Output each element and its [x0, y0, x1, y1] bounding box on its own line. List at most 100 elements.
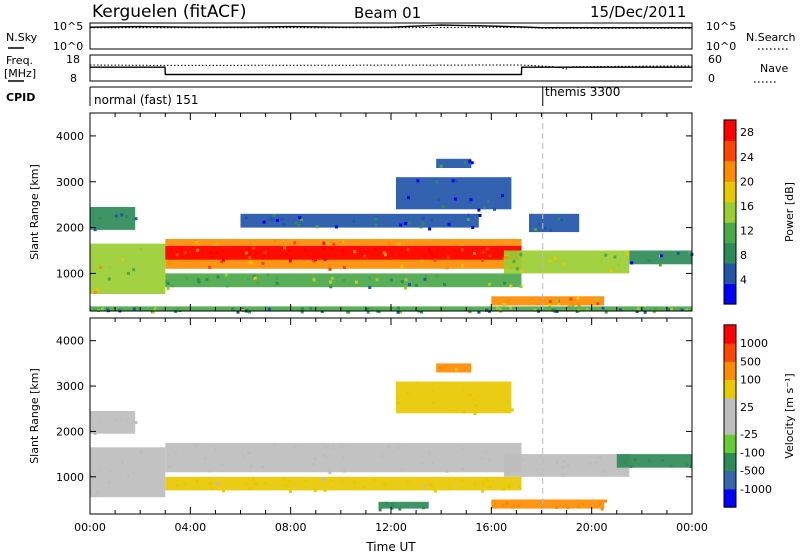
- heatmap-speckle: [288, 480, 292, 483]
- colorbar-tick-label: 16: [740, 200, 754, 213]
- heatmap-speckle: [99, 266, 103, 269]
- heatmap-speckle: [303, 248, 307, 252]
- heatmap-speckle: [293, 445, 297, 448]
- heatmap-speckle: [303, 479, 307, 483]
- heatmap-speckle: [93, 228, 97, 232]
- heatmap-speckle: [320, 310, 324, 314]
- heatmap-region: [616, 454, 693, 468]
- heatmap-speckle: [300, 310, 304, 314]
- heatmap-speckle: [322, 241, 326, 245]
- heatmap-speckle: [248, 256, 252, 260]
- heatmap-speckle: [254, 482, 258, 486]
- heatmap-speckle: [431, 461, 435, 465]
- noise-series-layer: [89, 24, 692, 29]
- heatmap-speckle: [519, 502, 523, 506]
- heatmap-speckle: [204, 456, 208, 460]
- heatmap-speckle: [481, 481, 485, 485]
- heatmap-speckle: [139, 247, 143, 251]
- heatmap-speckle: [676, 251, 680, 255]
- heatmap-speckle: [647, 459, 651, 463]
- heatmap-speckle: [468, 393, 472, 397]
- heatmap-speckle: [323, 488, 327, 492]
- heatmap-speckle: [215, 251, 219, 255]
- heatmap-speckle: [404, 278, 408, 282]
- y-tick-label: 2000: [56, 425, 84, 438]
- heatmap-speckle: [240, 307, 244, 311]
- y-tick-label: 4000: [56, 130, 84, 143]
- heatmap-speckle: [422, 506, 425, 510]
- heatmap-speckle: [670, 307, 673, 311]
- heatmap-speckle: [643, 310, 647, 314]
- heatmap-speckle: [485, 478, 489, 482]
- heatmap-speckle: [423, 277, 427, 281]
- colorbar-segment: [724, 379, 736, 399]
- heatmap-speckle: [430, 218, 434, 222]
- freq-right-label: Nave: [760, 62, 788, 75]
- frequency-panel: Freq. [MHz] 18 8 60 0 Nave: [4, 53, 788, 85]
- heatmap-speckle: [168, 261, 172, 265]
- heatmap-speckle: [420, 310, 424, 314]
- colorbar-segment: [724, 242, 736, 264]
- heatmap-speckle: [548, 259, 552, 263]
- heatmap-speckle: [493, 207, 496, 211]
- heatmap-speckle: [309, 306, 313, 310]
- heatmap-region: [396, 381, 512, 414]
- heatmap-speckle: [107, 480, 111, 484]
- heatmap-speckle: [604, 499, 607, 503]
- heatmap-speckle: [99, 469, 103, 473]
- heatmap-speckle: [548, 303, 552, 307]
- heatmap-speckle: [477, 310, 481, 314]
- heatmap-speckle: [390, 503, 394, 507]
- heatmap-speckle: [555, 299, 559, 302]
- heatmap-speckle: [108, 469, 112, 473]
- heatmap-speckle: [629, 464, 633, 468]
- freq-left-tick-bottom: 8: [70, 72, 77, 85]
- heatmap-speckle: [488, 254, 492, 258]
- noise-panel: N.Sky 10^5 10^0 10^5 10^0 N.Search: [6, 20, 796, 53]
- velocity-panel: 1000 2000 3000 4000 00:00 04:00 08:00 12:00 16:0…: [28, 317, 796, 534]
- heatmap-speckle: [533, 228, 537, 232]
- heatmap-speckle: [433, 258, 437, 262]
- heatmap-speckle: [561, 473, 565, 477]
- heatmap-speckle: [519, 253, 523, 257]
- power-heatmap-layer: [90, 113, 694, 314]
- heatmap-speckle: [166, 286, 170, 290]
- heatmap-speckle: [389, 278, 393, 282]
- heatmap-speckle: [595, 297, 599, 301]
- heatmap-speckle: [108, 266, 112, 269]
- heatmap-speckle: [362, 254, 366, 258]
- heatmap-speckle: [481, 259, 485, 262]
- heatmap-speckle: [669, 464, 673, 468]
- heatmap-speckle: [368, 286, 372, 289]
- heatmap-speckle: [419, 225, 423, 229]
- heatmap-speckle: [397, 446, 401, 450]
- cpid-mode-normal: normal (fast) 151: [94, 93, 198, 107]
- colorbar-tick-label: 100: [740, 374, 761, 387]
- date-title: 15/Dec/2011: [590, 3, 686, 21]
- colorbar-tick-label: 500: [740, 355, 761, 368]
- heatmap-speckle: [248, 310, 252, 314]
- heatmap-speckle: [427, 450, 431, 454]
- heatmap-speckle: [222, 258, 225, 262]
- heatmap-speckle: [435, 180, 439, 184]
- heatmap-speckle: [132, 268, 136, 272]
- heatmap-speckle: [543, 226, 547, 230]
- x-tick-label: 00:00: [676, 521, 708, 534]
- heatmap-speckle: [613, 255, 617, 259]
- heatmap-speckle: [423, 484, 427, 488]
- heatmap-speckle: [341, 240, 345, 244]
- colorbar-segment: [724, 343, 736, 362]
- power-panel: 1000 2000 3000 4000 Slant Range [km] 4 8 12 16 2…: [28, 112, 796, 314]
- heatmap-speckle: [256, 281, 260, 285]
- heatmap-speckle: [421, 216, 425, 220]
- heatmap-speckle: [114, 418, 118, 422]
- heatmap-speckle: [126, 271, 130, 275]
- heatmap-speckle: [397, 243, 401, 247]
- heatmap-speckle: [373, 247, 377, 251]
- heatmap-speckle: [469, 198, 473, 202]
- heatmap-speckle: [487, 200, 490, 203]
- heatmap-speckle: [506, 502, 509, 506]
- heatmap-speckle: [280, 217, 284, 221]
- heatmap-speckle: [630, 261, 634, 265]
